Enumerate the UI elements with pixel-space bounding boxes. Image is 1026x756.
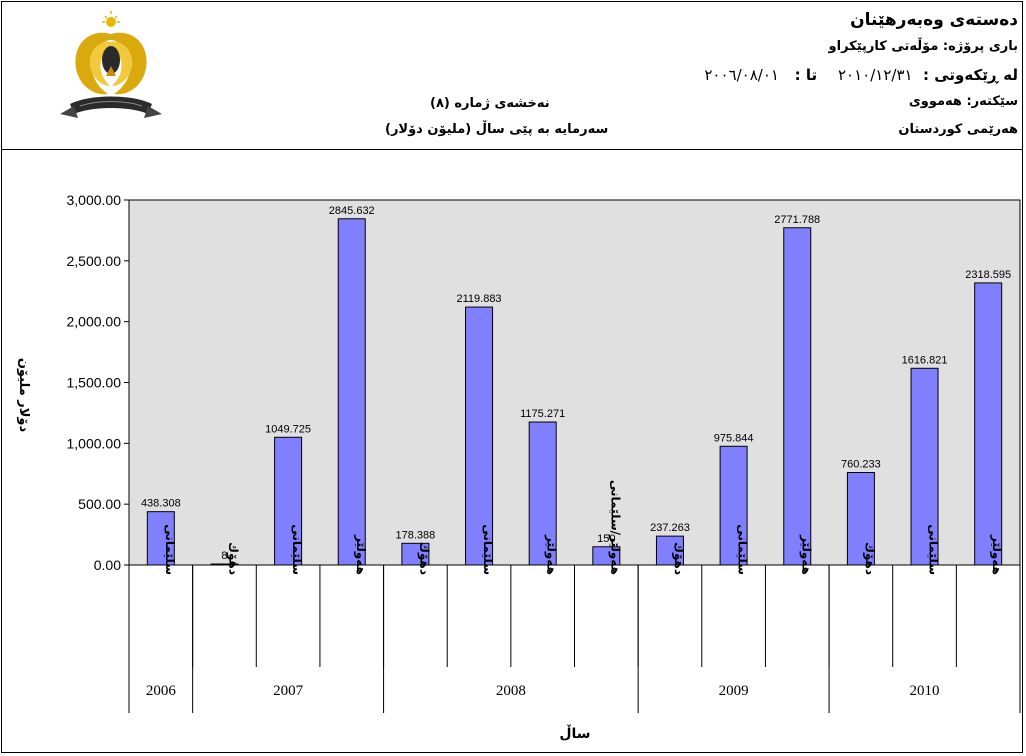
category-label: سلێمانی	[736, 524, 750, 575]
bar	[528, 421, 557, 566]
x-axis-title: ساڵ	[559, 724, 590, 742]
date-range-line: ٢٠١٠/١٢/٣١ تا : ٢٠٠٦/٠٨/٠١ لە ڕێکەوتی :	[704, 66, 1018, 84]
bar	[592, 546, 621, 566]
bar	[974, 282, 1003, 566]
date-to: ٢٠١٠/١٢/٣١	[838, 66, 913, 84]
header-divider	[1, 149, 1023, 150]
bar	[274, 436, 303, 566]
y-tick-label: 2,000.00	[67, 314, 122, 330]
kurdistan-eagle-emblem-icon	[60, 11, 162, 118]
figure-number: نەخشەی ژمارە (٨)	[430, 96, 550, 111]
y-tick-label: 2,500.00	[67, 253, 122, 269]
y-tick-label: 0.00	[94, 557, 121, 573]
year-label: 2007	[273, 683, 304, 699]
bar	[337, 218, 366, 566]
category-label: سلێمانی	[290, 524, 304, 575]
bar-chart: 0.00 500.00 1,000.00 1,500.00 2,000.00 2,500.…	[16, 192, 1021, 742]
bar	[910, 367, 939, 566]
bar	[783, 227, 812, 566]
y-tick-label: 1,000.00	[67, 435, 122, 451]
category-label: هەولێر	[353, 534, 368, 575]
y-tick-label: 500.00	[78, 496, 121, 512]
bar-value-label: 438.308	[141, 498, 181, 510]
category-label: هەولێر	[798, 534, 813, 575]
y-tick-label: 3,000.00	[67, 192, 122, 208]
figure-title: سەرمایە بە پێی ساڵ (ملیۆن دۆلار)	[385, 122, 609, 137]
bar	[146, 511, 175, 566]
bar-value-label: 2771.788	[774, 214, 820, 226]
bar	[401, 542, 430, 566]
category-label: دهۆك	[862, 542, 877, 575]
bar	[655, 535, 684, 566]
category-label: سلێمانی	[481, 524, 495, 575]
y-axis-title: دۆلار ملیۆن	[16, 358, 31, 433]
category-label: سلێمانی	[927, 524, 941, 575]
bar-value-label: 1616.821	[902, 354, 948, 366]
bar-value-label: 760.233	[841, 459, 881, 471]
plot-area	[128, 199, 1021, 566]
category-label: سلێمانی	[163, 524, 177, 575]
category-label: دهۆك	[671, 542, 686, 575]
bar-value-label: 150	[597, 533, 615, 545]
category-label: هەولێر	[544, 534, 559, 575]
bar	[846, 472, 875, 566]
bar-value-label: 1049.725	[265, 423, 311, 435]
bar	[210, 563, 239, 566]
bar-value-label: 178.388	[396, 529, 436, 541]
year-label: 2010	[910, 683, 940, 699]
bar-value-label: 1175.271	[520, 408, 565, 420]
y-tick-label: 1,500.00	[67, 375, 122, 391]
category-label: دهۆك	[416, 542, 431, 575]
category-label: دهۆك	[225, 542, 240, 575]
bar	[719, 445, 748, 566]
bar-value-label: 237.263	[650, 522, 690, 534]
year-label: 2008	[496, 683, 526, 699]
bar-value-label: 975.844	[714, 432, 754, 444]
category-label: هەولێر/سلێمانی	[607, 480, 622, 575]
category-label: هەولێر	[989, 534, 1004, 575]
bar-value-label: 2845.632	[329, 205, 375, 217]
bar	[465, 306, 494, 566]
year-label: 2006	[146, 683, 177, 699]
sector-line: سێکتەر: هەمووی	[908, 94, 1018, 109]
region-line: هەرێمی کوردستان	[898, 122, 1018, 137]
bar-value-label: 2119.883	[456, 293, 501, 305]
bar-value-label: 8	[221, 550, 227, 562]
date-from: ٢٠٠٦/٠٨/٠١	[704, 66, 779, 84]
date-from-label: لە ڕێکەوتی :	[923, 66, 1018, 84]
bar-value-label: 2318.595	[965, 269, 1011, 281]
year-label: 2009	[719, 683, 749, 699]
date-to-label: تا :	[794, 66, 818, 84]
project-status-line: باری پرۆژە: مۆڵەتی کارپێکراو	[828, 39, 1018, 54]
organization-title: دەستەی وەبەرهێنان	[850, 10, 1018, 30]
